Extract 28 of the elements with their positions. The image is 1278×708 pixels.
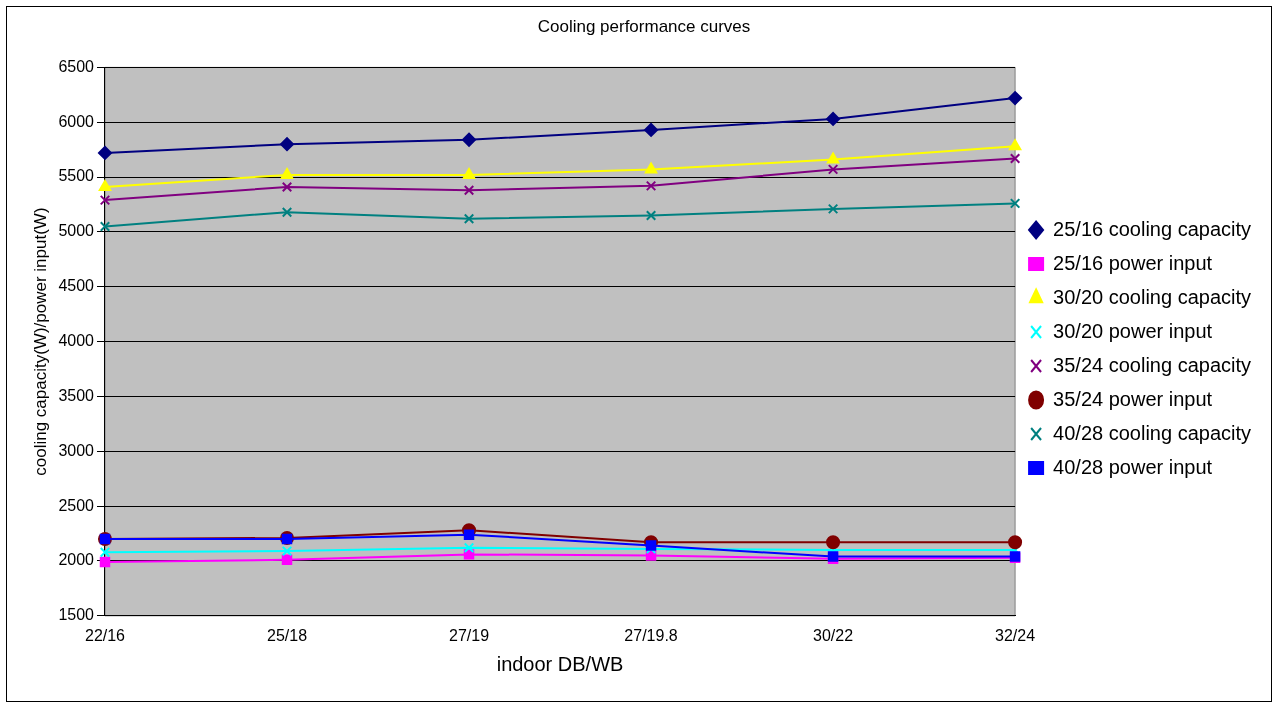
legend-label: 40/28 power input [1053,455,1213,478]
chart-title: Cooling performance curves [537,16,751,36]
legend-label: 25/16 power input [1053,251,1213,274]
legend-label: 40/28 cooling capacity [1053,421,1252,444]
x-tick-label: 25/18 [266,626,308,644]
legend-label: 30/20 cooling capacity [1053,285,1252,308]
y-tick-label: 1500 [58,606,95,624]
y-tick-label: 3500 [58,386,95,404]
y-tick-label: 3000 [58,441,95,459]
x-tick-label: 32/24 [995,626,1036,644]
legend-label: 25/16 cooling capacity [1053,217,1252,240]
y-axis-title: cooling capacity(W)/power input(W) [30,207,50,476]
y-tick-label: 5000 [58,222,95,240]
x-tick-label: 27/19 [449,626,490,644]
y-tick-label: 6500 [58,57,95,75]
y-tick-label: 5500 [58,167,95,185]
y-tick-label: 2000 [58,551,95,569]
y-tick-label: 2500 [58,496,95,514]
x-tick-label: 22/16 [84,626,126,644]
x-tick-label: 27/19.8 [624,626,678,644]
legend-label: 35/24 cooling capacity [1053,353,1252,376]
y-tick-label: 4000 [58,332,95,350]
y-tick-label: 6000 [58,112,95,130]
x-axis-title: indoor DB/WB [496,652,624,675]
legend-label: 30/20 power input [1053,319,1213,342]
x-tick-label: 30/22 [813,626,854,644]
legend-label: 35/24 power input [1053,387,1213,410]
y-tick-label: 4500 [58,277,95,295]
